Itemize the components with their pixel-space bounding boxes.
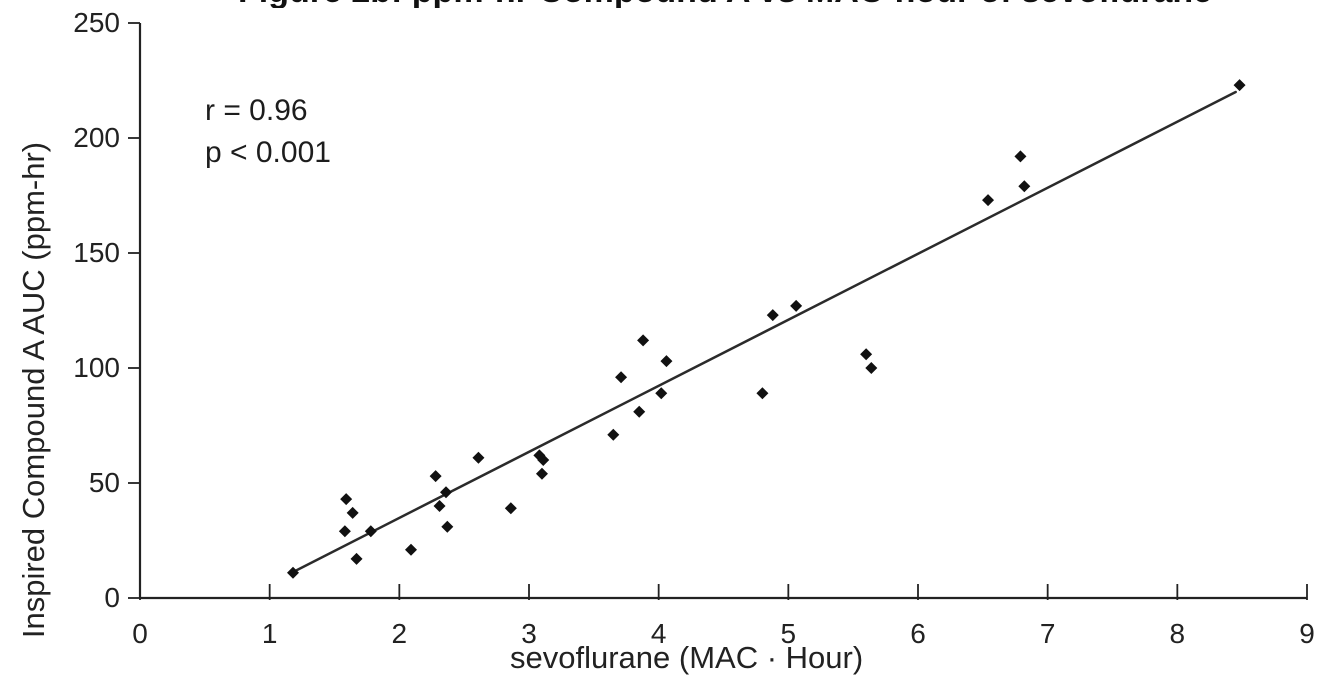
regression-line bbox=[290, 90, 1237, 574]
y-tick-label: 200 bbox=[73, 122, 120, 153]
data-point bbox=[537, 454, 550, 466]
data-point bbox=[660, 355, 673, 368]
data-point bbox=[350, 552, 363, 565]
chart-title-clip: Figure 2b: ppm-hr Compound A vs MAC-hour… bbox=[0, 0, 1318, 8]
data-point bbox=[633, 405, 646, 418]
data-point bbox=[860, 348, 873, 361]
data-point bbox=[607, 428, 620, 441]
data-point bbox=[535, 467, 548, 480]
data-point bbox=[615, 371, 628, 384]
y-tick-label: 250 bbox=[73, 7, 120, 38]
chart-title: Figure 2b: ppm-hr Compound A vs MAC-hour… bbox=[238, 0, 1212, 8]
data-point bbox=[440, 486, 453, 499]
tick-label-layer: 0 1 2 3 4 5 6 7 8 9 0 50 100 150 200 250 bbox=[73, 7, 1315, 649]
data-point bbox=[472, 451, 485, 464]
data-point bbox=[790, 299, 803, 312]
y-tick-label: 50 bbox=[89, 467, 120, 498]
data-point bbox=[429, 470, 442, 483]
x-tick-label: 1 bbox=[262, 618, 278, 649]
data-point bbox=[1018, 180, 1031, 193]
data-point bbox=[504, 502, 517, 515]
data-point bbox=[441, 520, 454, 533]
data-point bbox=[865, 362, 878, 374]
y-tick-label: 0 bbox=[104, 582, 120, 613]
data-point bbox=[1014, 150, 1027, 163]
x-tick-label: 3 bbox=[521, 618, 537, 649]
data-point bbox=[637, 334, 650, 347]
data-point bbox=[1233, 79, 1246, 92]
x-tick-label: 0 bbox=[132, 618, 148, 649]
data-point bbox=[655, 387, 668, 400]
x-tick-label: 2 bbox=[392, 618, 408, 649]
data-point bbox=[338, 525, 351, 538]
x-tick-label: 7 bbox=[1040, 618, 1056, 649]
data-point bbox=[756, 387, 769, 400]
data-point bbox=[287, 566, 300, 579]
data-point bbox=[433, 500, 446, 512]
data-point bbox=[982, 194, 995, 207]
correlation-label: r = 0.96 bbox=[205, 94, 308, 127]
stats-annotation: r = 0.96 p < 0.001 bbox=[205, 90, 331, 174]
x-tick-label: 6 bbox=[910, 618, 926, 649]
data-point bbox=[346, 506, 359, 519]
data-point bbox=[364, 525, 377, 538]
data-point bbox=[340, 493, 353, 506]
x-axis-label: sevoflurane (MAC · Hour) bbox=[510, 640, 864, 675]
x-tick-label: 9 bbox=[1299, 618, 1315, 649]
points-layer bbox=[287, 79, 1246, 579]
axes-layer bbox=[128, 22, 1308, 600]
p-value-label: p < 0.001 bbox=[205, 136, 331, 169]
x-tick-label: 5 bbox=[781, 618, 797, 649]
data-point bbox=[766, 309, 779, 322]
y-axis-label: Inspired Compound A AUC (ppm-hr) bbox=[16, 141, 51, 639]
y-tick-label: 100 bbox=[73, 352, 120, 383]
regression-layer bbox=[290, 90, 1237, 574]
x-tick-label: 8 bbox=[1170, 618, 1186, 649]
y-tick-label: 150 bbox=[73, 237, 120, 268]
x-tick-label: 4 bbox=[651, 618, 667, 649]
data-point bbox=[405, 543, 418, 556]
